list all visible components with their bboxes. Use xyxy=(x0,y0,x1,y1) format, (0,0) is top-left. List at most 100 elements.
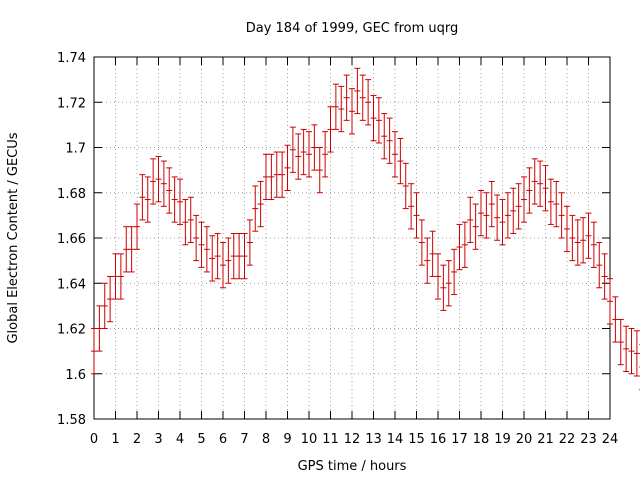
error-bar-point xyxy=(580,217,587,264)
x-tick-label: 7 xyxy=(240,432,248,447)
x-tick-label: 5 xyxy=(197,432,205,447)
error-bar-point xyxy=(268,153,275,201)
error-bar-point xyxy=(300,128,307,176)
error-bar-point xyxy=(451,248,458,296)
x-tick-label: 6 xyxy=(219,432,227,447)
error-bar-point xyxy=(424,237,431,284)
error-bar-point xyxy=(590,221,597,268)
error-bar-point xyxy=(467,196,474,244)
error-bar-point xyxy=(230,232,237,280)
error-bar-point xyxy=(171,176,178,223)
x-tick-label: 4 xyxy=(176,432,184,447)
x-tick-label: 15 xyxy=(408,432,425,447)
error-bar-point xyxy=(139,174,146,221)
y-tick-label: 1.72 xyxy=(57,96,86,111)
x-tick-label: 18 xyxy=(473,432,490,447)
error-bar-point xyxy=(316,147,323,194)
error-bar-point xyxy=(547,178,554,225)
error-bar-point xyxy=(160,160,167,207)
x-axis-label: GPS time / hours xyxy=(298,459,407,474)
error-bar-point xyxy=(144,176,151,223)
error-bar-point xyxy=(354,67,361,115)
error-bar-point xyxy=(289,126,296,173)
error-bar-point xyxy=(542,165,549,212)
error-bar-point xyxy=(494,194,501,241)
error-bar-point xyxy=(198,221,205,268)
chart-title: Day 184 of 1999, GEC from uqrg xyxy=(246,21,459,36)
gec-series xyxy=(91,67,640,391)
error-bar-point xyxy=(612,296,619,343)
x-tick-label: 10 xyxy=(301,432,318,447)
y-axis-label: Global Electron Content / GECUs xyxy=(6,132,21,343)
error-bar-point xyxy=(413,192,420,239)
error-bar-point xyxy=(273,151,280,198)
error-bar-point xyxy=(311,124,318,171)
error-bar-point xyxy=(435,253,441,300)
x-tick-label: 22 xyxy=(559,432,576,447)
y-tick-label: 1.6 xyxy=(65,368,86,383)
error-bar-point xyxy=(343,74,350,121)
y-tick-label: 1.62 xyxy=(57,323,86,338)
x-tick-label: 12 xyxy=(344,432,361,447)
y-tick-label: 1.7 xyxy=(65,142,86,157)
error-bar-point xyxy=(209,235,216,282)
error-bar-point xyxy=(332,83,339,130)
error-bar-point xyxy=(402,162,409,210)
error-bar-point xyxy=(279,151,286,198)
error-bar-point xyxy=(478,189,484,237)
x-tick-label: 11 xyxy=(322,432,339,447)
error-bar-point xyxy=(150,158,157,205)
error-bar-point xyxy=(155,156,162,203)
error-bar-point xyxy=(241,232,248,280)
error-bar-point xyxy=(225,237,232,284)
error-bar-point xyxy=(628,328,635,375)
error-bar-point xyxy=(322,131,329,178)
error-bar-point xyxy=(101,282,108,329)
axis-ticks xyxy=(93,56,611,420)
x-tick-label: 2 xyxy=(133,432,141,447)
error-bar-point xyxy=(521,176,527,223)
error-bar-point xyxy=(359,74,366,121)
x-tick-label: 0 xyxy=(90,432,98,447)
error-bar-point xyxy=(537,160,544,207)
y-tick-label: 1.74 xyxy=(57,51,86,66)
error-bar-point xyxy=(569,214,576,262)
error-bar-point xyxy=(112,253,119,300)
error-bar-point xyxy=(596,242,603,289)
error-bar-point xyxy=(381,113,388,160)
error-bar-point xyxy=(220,242,226,289)
error-bar-point xyxy=(418,219,425,266)
x-tick-label: 14 xyxy=(387,432,404,447)
error-bar-point xyxy=(574,219,581,266)
error-bar-point xyxy=(445,260,452,307)
y-tick-labels: 1.58 1.6 1.62 1.64 1.66 1.68 1.7 1.72 1.74 xyxy=(57,51,86,428)
error-bar-point xyxy=(510,187,517,234)
error-bar-point xyxy=(370,94,377,142)
error-bar-point xyxy=(257,180,264,228)
error-bar-point xyxy=(461,221,468,268)
error-bar-point xyxy=(349,88,355,135)
error-bar-point xyxy=(128,226,135,273)
error-bar-point xyxy=(526,167,533,214)
error-bar-point xyxy=(499,199,506,246)
x-tick-label: 9 xyxy=(283,432,291,447)
x-tick-label: 21 xyxy=(537,432,554,447)
error-bar-point xyxy=(134,203,140,250)
y-tick-label: 1.64 xyxy=(57,277,86,292)
error-bar-point xyxy=(182,199,189,246)
error-bar-point xyxy=(166,167,173,214)
x-tick-label: 20 xyxy=(516,432,533,447)
y-tick-label: 1.58 xyxy=(57,413,86,428)
x-tick-label: 17 xyxy=(451,432,468,447)
error-bar-point xyxy=(429,230,436,277)
error-bar-point xyxy=(397,137,404,185)
error-bar-point xyxy=(585,212,592,259)
x-tick-label: 24 xyxy=(602,432,619,447)
error-bar-point xyxy=(623,325,630,372)
error-bar-point xyxy=(203,226,210,273)
x-tick-label: 1 xyxy=(111,432,119,447)
error-bar-point xyxy=(123,226,130,273)
x-tick-label: 13 xyxy=(365,432,382,447)
error-bar-point xyxy=(483,192,490,239)
